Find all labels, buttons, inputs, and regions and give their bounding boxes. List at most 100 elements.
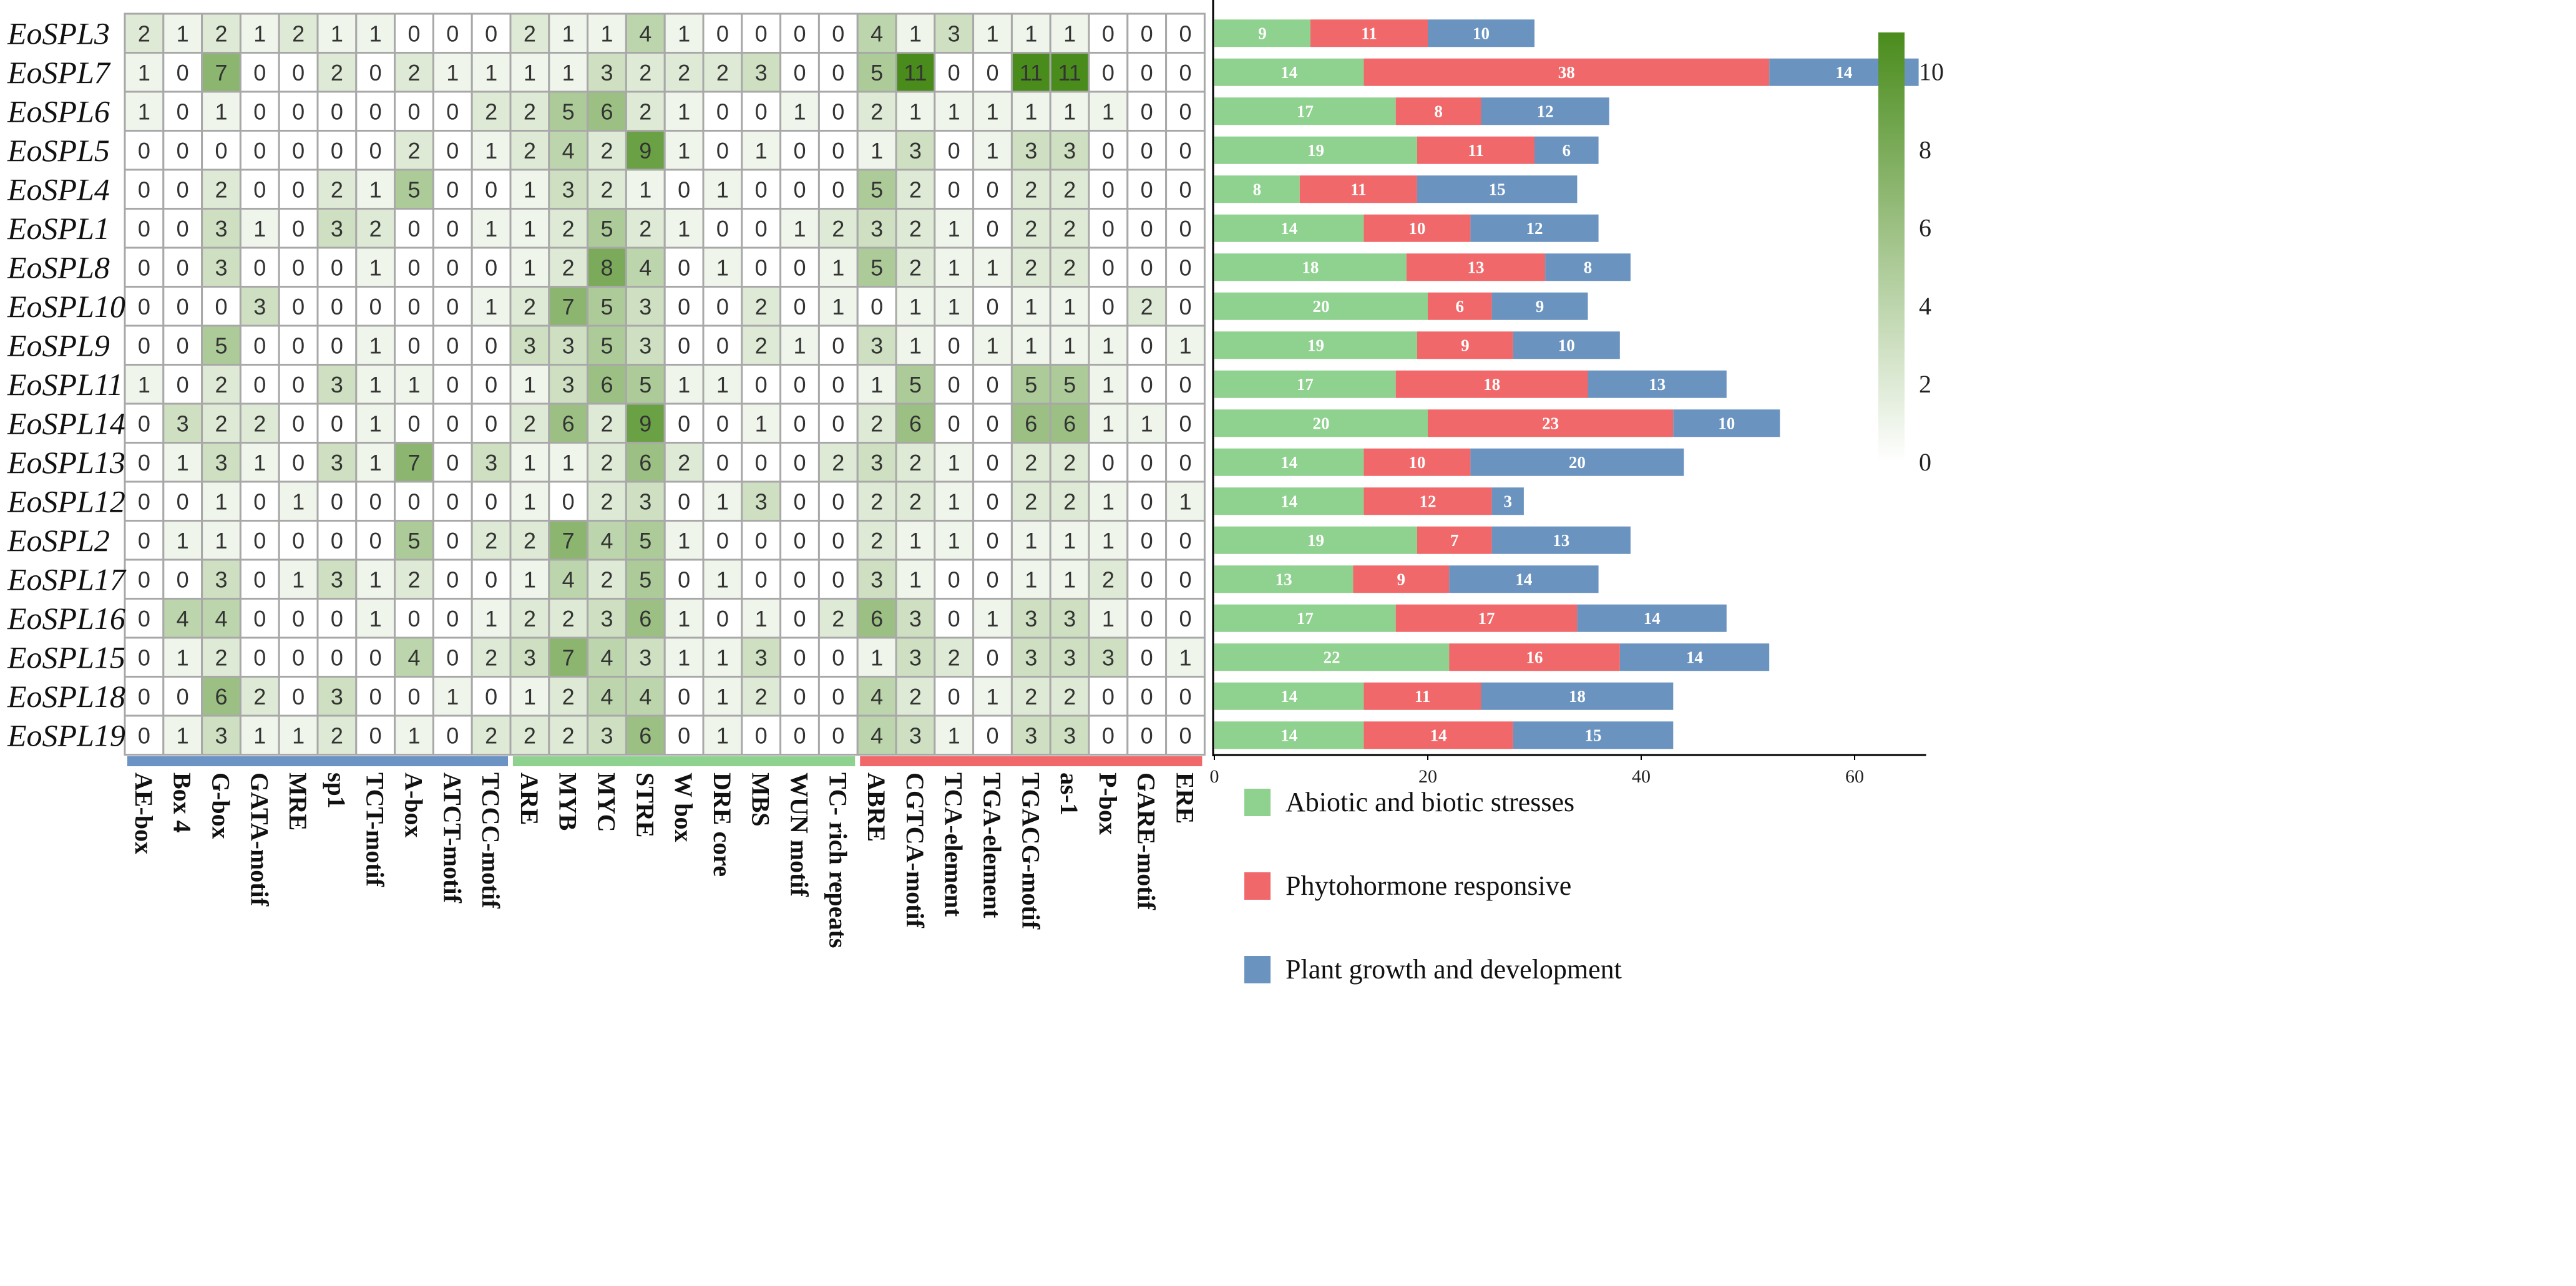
heatmap-cell (741, 676, 782, 717)
heatmap-cell-value: 1 (485, 138, 497, 163)
heatmap-cell (663, 442, 705, 483)
heatmap-cell-value: 1 (524, 255, 536, 280)
heatmap-cell-value: 0 (177, 372, 189, 397)
heatmap-cell-value: 1 (524, 177, 536, 202)
heatmap-cell (856, 208, 897, 249)
heatmap-cell-value: 6 (600, 99, 613, 124)
bar-segment (1428, 409, 1674, 437)
heatmap-cell-value: 0 (292, 450, 305, 475)
bar-segment (1513, 331, 1620, 359)
heatmap-cell-value: 3 (600, 60, 613, 85)
heatmap-cell-value: 2 (600, 567, 613, 592)
bar-segment (1214, 526, 1417, 554)
heatmap-cell-value: 0 (177, 60, 189, 85)
heatmap-cell-value: 0 (716, 606, 729, 631)
heatmap-cell (895, 208, 936, 249)
bar-segment (1214, 643, 1450, 671)
heatmap-cell (1010, 714, 1051, 756)
heatmap-cell-value: 1 (292, 723, 305, 748)
heatmap-cell-value: 0 (1179, 255, 1191, 280)
heatmap-cell-value: 1 (1025, 528, 1037, 553)
heatmap-cell (394, 558, 434, 600)
bar-value-label: 19 (1307, 141, 1324, 160)
heatmap-cell-value: 0 (793, 606, 806, 631)
heatmap-cell (663, 324, 705, 366)
heatmap-cell-value: 0 (1102, 450, 1115, 475)
heatmap-cell-value: 3 (600, 723, 613, 748)
heatmap-cell-value: 0 (446, 450, 459, 475)
heatmap-cell-value: 2 (909, 177, 922, 202)
heatmap-cell-value: 0 (755, 723, 768, 748)
heatmap-cell (972, 90, 1013, 132)
heatmap-cell-value: 0 (678, 489, 690, 514)
bar-segment (1545, 253, 1631, 281)
heatmap-cell (509, 520, 550, 561)
heatmap-cell-value: 0 (1179, 528, 1191, 553)
heatmap-cell (432, 714, 473, 756)
bar-value-label: 16 (1526, 648, 1543, 666)
heatmap-cell-value: 0 (1141, 489, 1153, 514)
heatmap-cell-value: 2 (524, 606, 536, 631)
heatmap-cell (124, 286, 165, 327)
heatmap-cell-value: 2 (832, 450, 844, 475)
heatmap-cell (779, 636, 820, 678)
heatmap-cell-value: 2 (678, 450, 690, 475)
heatmap-cell-value: 6 (909, 411, 922, 436)
heatmap-cell-value: 6 (600, 372, 613, 397)
heatmap-cell-value: 3 (1025, 138, 1037, 163)
heatmap-cell-value: 4 (407, 645, 420, 670)
heatmap-cell-value: 4 (639, 684, 651, 709)
heatmap-cell-value: 0 (986, 294, 998, 319)
column-label: TC- rich repeats (824, 772, 852, 948)
legend-swatch (1244, 789, 1271, 816)
heatmap-cell (278, 364, 319, 405)
bar-value-label: 13 (1553, 531, 1569, 550)
heatmap-cell (278, 208, 319, 249)
heatmap-cell-value: 0 (948, 411, 960, 436)
bar-segment (1310, 19, 1428, 47)
heatmap-cell-value: 7 (562, 645, 575, 670)
x-tick-label: 60 (1845, 766, 1864, 787)
heatmap-cell-value: 1 (716, 684, 729, 709)
heatmap-cell (1049, 598, 1090, 639)
heatmap-cell-value: 1 (678, 645, 690, 670)
heatmap-cell (432, 208, 473, 249)
heatmap-cell (934, 168, 975, 210)
heatmap-cell-value: 1 (1025, 21, 1037, 46)
bar-segment (1491, 292, 1588, 320)
heatmap-cell-value: 0 (1179, 723, 1191, 748)
heatmap-cell-value: 2 (524, 138, 536, 163)
heatmap-cell (1165, 520, 1206, 561)
heatmap-cell-value: 0 (1179, 177, 1191, 202)
heatmap-cell (1165, 90, 1206, 132)
heatmap-cell-value: 0 (1141, 138, 1153, 163)
heatmap-cell-value: 2 (639, 99, 651, 124)
column-label: TCA-element (940, 772, 968, 917)
heatmap-cell-value: 2 (485, 99, 497, 124)
heatmap-cell-value: 5 (871, 177, 883, 202)
heatmap-cell-value: 0 (1141, 60, 1153, 85)
bar-value-label: 14 (1281, 63, 1297, 82)
heatmap-cell (432, 168, 473, 210)
heatmap-cell (1049, 480, 1090, 522)
bar-x-axis: 0 20 40 60 (1210, 754, 1926, 787)
heatmap-cell-value: 1 (253, 21, 266, 46)
heatmap-cell-value: 1 (1063, 21, 1076, 46)
heatmap-cell (702, 598, 743, 639)
heatmap-cell-value: 2 (292, 21, 305, 46)
heatmap-cell (663, 714, 705, 756)
heatmap-cell-value: 2 (871, 411, 883, 436)
heatmap-cell (201, 324, 242, 366)
heatmap-cell (239, 130, 280, 171)
heatmap-cell-value: 0 (793, 294, 806, 319)
legend-label: Phytohormone responsive (1286, 870, 1571, 901)
heatmap-cell (432, 52, 473, 93)
column-label: ATCT-motif (438, 772, 466, 904)
column-label: G-box (207, 772, 235, 839)
heatmap-cell (856, 364, 897, 405)
heatmap-cell (741, 558, 782, 600)
heatmap-cell (895, 286, 936, 327)
heatmap-cell (972, 52, 1013, 93)
heatmap-cell (239, 676, 280, 717)
row-label: EoSPL7 (7, 55, 111, 90)
